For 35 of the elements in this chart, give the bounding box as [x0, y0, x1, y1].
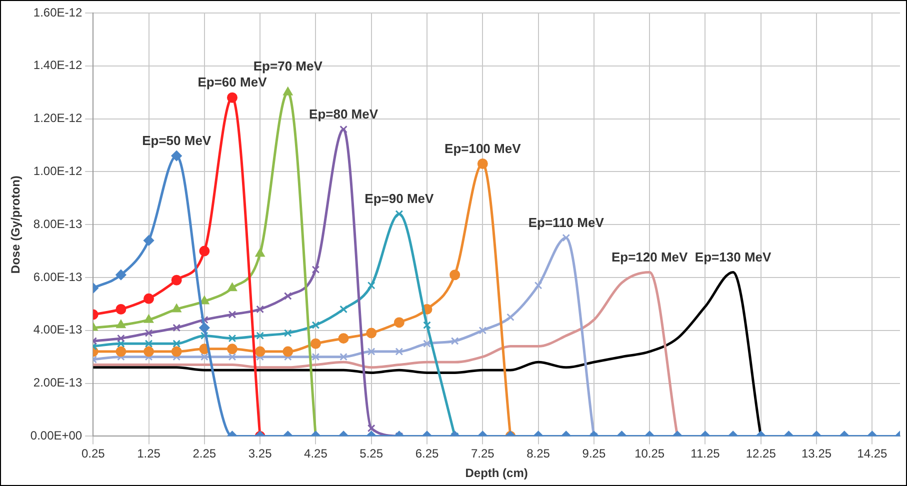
series-label: Ep=130 MeV	[694, 249, 772, 264]
x-axis-title: Depth (cm)	[465, 466, 528, 480]
x-tick-label: 1.25	[137, 446, 161, 461]
x-tick-label: 3.25	[248, 446, 272, 461]
x-tick-label: 11.25	[690, 446, 720, 461]
x-tick-label: 2.25	[192, 446, 216, 461]
y-tick-label: 8.00E-13	[33, 216, 82, 231]
y-tick-label: 4.00E-13	[33, 322, 82, 337]
y-tick-label: 1.60E-12	[33, 5, 82, 20]
series-label: Ep=90 MeV	[364, 191, 434, 206]
series-label: Ep=70 MeV	[253, 58, 323, 74]
x-tick-label: 4.25	[304, 446, 328, 461]
x-tick-label: 12.25	[746, 446, 776, 461]
series-label: Ep=80 MeV	[309, 106, 378, 122]
x-tick-label: 7.25	[470, 446, 495, 461]
series-label: Ep=50 MeV	[142, 132, 212, 148]
x-tick-label: 9.25	[582, 446, 606, 461]
x-tick-label: 13.25	[802, 446, 832, 461]
series-label: Ep=120 MeV	[611, 249, 688, 264]
y-tick-label: 1.00E-12	[33, 164, 82, 178]
x-tick-label: 5.25	[360, 446, 384, 461]
y-tick-label: 1.20E-12	[33, 111, 82, 126]
x-tick-label: 10.25	[634, 446, 665, 461]
y-tick-label: 0.00E+00	[30, 428, 82, 443]
y-tick-label: 6.00E-13	[33, 270, 82, 284]
series-label: Ep=100 MeV	[444, 140, 522, 156]
series-label: Ep=60 MeV	[198, 74, 268, 90]
x-tick-label: 14.25	[857, 446, 888, 461]
y-tick-label: 2.00E-13	[33, 376, 82, 390]
series-label: Ep=110 MeV	[528, 214, 604, 230]
y-tick-label: 1.40E-12	[33, 58, 82, 72]
y-axis-title: Dose (Gy/proton)	[8, 176, 23, 274]
x-tick-label: 0.25	[81, 446, 106, 461]
x-tick-label: 6.25	[415, 446, 439, 461]
x-tick-label: 8.25	[526, 446, 550, 461]
